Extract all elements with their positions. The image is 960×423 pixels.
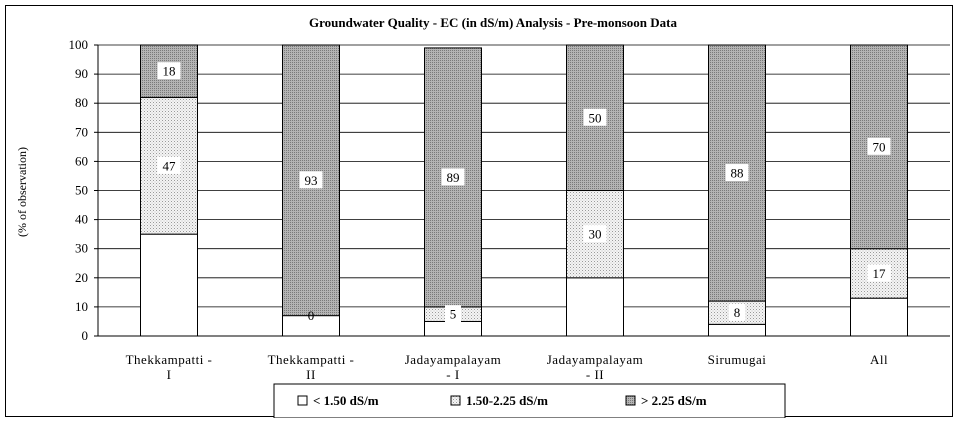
data-label: 89: [447, 170, 460, 185]
chart-title: Groundwater Quality - EC (in dS/m) Analy…: [309, 15, 678, 30]
data-label: 93: [305, 173, 318, 188]
bar-segment: [424, 320, 482, 337]
legend-label: 1.50-2.25 dS/m: [466, 393, 548, 408]
y-tick-label: 0: [82, 328, 89, 343]
x-tick-label: - I: [446, 367, 459, 382]
data-label: 70: [873, 139, 886, 154]
y-tick-labels: 0 10 20 30 40 50 60 70 80 90 100: [69, 37, 98, 343]
y-tick-label: 10: [75, 299, 88, 314]
legend: < 1.50 dS/m 1.50-2.25 dS/m > 2.25 dS/m: [273, 383, 786, 418]
y-tick-label: 100: [69, 37, 89, 52]
y-tick-label: 70: [75, 124, 88, 139]
data-label-background: [299, 171, 323, 189]
legend-box: [273, 383, 786, 418]
bar-segment: [850, 297, 908, 337]
legend-swatch: [297, 395, 308, 406]
legend-label: < 1.50 dS/m: [313, 393, 379, 408]
legend-swatch: [625, 395, 636, 406]
y-tick-label: 20: [75, 270, 88, 285]
data-label-background: [867, 264, 891, 282]
x-tick-label: II: [306, 367, 316, 382]
legend-label: > 2.25 dS/m: [641, 393, 707, 408]
x-tick-label: Thekkampatti -: [268, 352, 355, 367]
data-label-background: [441, 168, 465, 186]
data-label-background: [583, 108, 607, 126]
data-label-background: [729, 303, 745, 321]
x-tick-label: All: [870, 352, 888, 367]
x-tick-label: I: [167, 367, 172, 382]
y-axis-label: (% of observation): [15, 147, 29, 237]
bar-segment: [140, 233, 198, 337]
data-label-background: [157, 62, 181, 80]
data-label-background: [725, 164, 749, 182]
y-tick-label: 90: [75, 66, 88, 81]
x-tick-label: - II: [586, 367, 604, 382]
data-label: 47: [163, 158, 177, 173]
legend-swatch: [450, 395, 461, 406]
y-tick-label: 40: [75, 212, 88, 227]
bar-segment: [708, 323, 766, 337]
x-tick-label: Jadayampalayam: [547, 352, 644, 367]
data-label-background: [157, 156, 181, 174]
bar-segment: [566, 277, 624, 337]
data-label: 50: [589, 110, 602, 125]
x-tick-label: Jadayampalayam: [405, 352, 502, 367]
data-label: 5: [450, 307, 457, 322]
y-tick-label: 60: [75, 153, 88, 168]
data-label: 0: [308, 308, 315, 323]
data-label: 88: [731, 166, 744, 181]
y-tick-label: 30: [75, 241, 88, 256]
stacked-bar-chart: Groundwater Quality - EC (in dS/m) Analy…: [15, 15, 950, 418]
chart-frame: Groundwater Quality - EC (in dS/m) Analy…: [5, 5, 953, 418]
x-tick-label: Sirumugai: [708, 352, 767, 367]
data-label-background: [445, 305, 461, 323]
data-label-background: [867, 137, 891, 155]
data-label-background: [583, 225, 607, 243]
data-label: 18: [163, 64, 176, 79]
data-label: 17: [873, 266, 887, 281]
x-tick-label: Thekkampatti -: [126, 352, 213, 367]
y-tick-label: 50: [75, 183, 88, 198]
data-label: 30: [589, 227, 602, 242]
gridlines: [98, 44, 950, 308]
data-label: 8: [734, 305, 741, 320]
y-tick-label: 80: [75, 95, 88, 110]
